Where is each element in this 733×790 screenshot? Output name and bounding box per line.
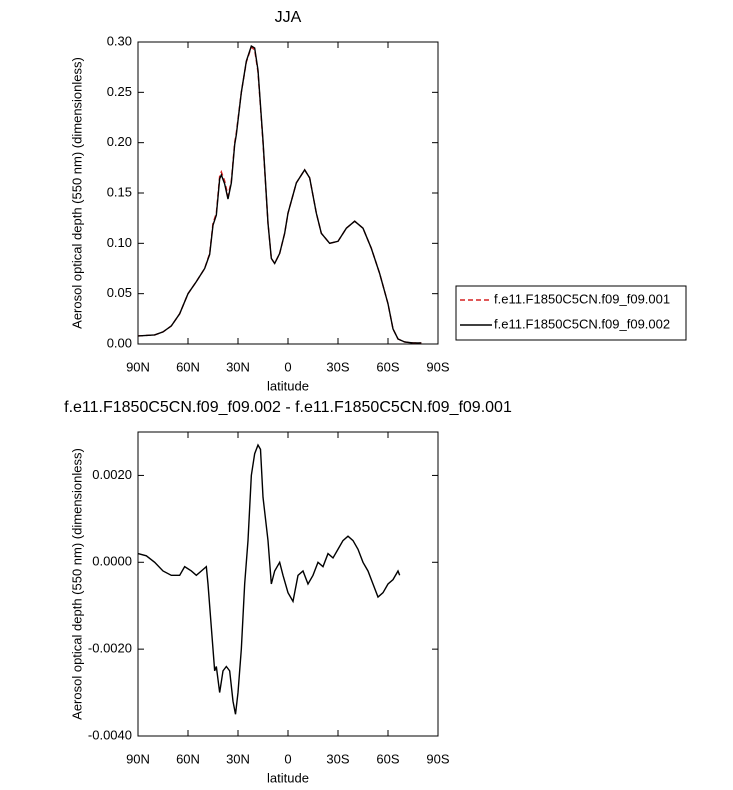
data-line: [137, 45, 422, 344]
x-tick-label: 30N: [226, 359, 250, 374]
plot-frame: [137, 431, 439, 737]
x-tick-label: 30N: [226, 751, 250, 766]
y-tick-label: -0.0040: [88, 727, 132, 742]
y-tick-label: 0.0000: [92, 554, 132, 569]
chart-title: JJA: [275, 9, 302, 26]
data-line: [137, 443, 401, 715]
x-tick-label: 90N: [126, 751, 150, 766]
y-tick-label: -0.0020: [88, 641, 132, 656]
y-tick-label: 0.20: [107, 134, 132, 149]
x-axis-label: latitude: [267, 770, 309, 785]
legend-label: f.e11.F1850C5CN.f09_f09.002: [494, 316, 670, 331]
chart-title: f.e11.F1850C5CN.f09_f09.002 - f.e11.F185…: [64, 399, 512, 416]
x-tick-label: 30S: [326, 751, 349, 766]
legend-box: [455, 285, 687, 341]
y-tick-label: 0.05: [107, 285, 132, 300]
x-tick-label: 0: [284, 751, 291, 766]
x-tick-label: 30S: [326, 359, 349, 374]
plot-frame: [137, 41, 439, 345]
y-tick-label: 0.10: [107, 235, 132, 250]
y-tick-label: 0.30: [107, 33, 132, 48]
y-tick-label: 0.00: [107, 335, 132, 350]
y-tick-label: 0.25: [107, 84, 132, 99]
y-axis-label: Aerosol optical depth (550 nm) (dimensio…: [69, 57, 84, 329]
x-tick-label: 90S: [426, 359, 449, 374]
x-tick-label: 60S: [376, 359, 399, 374]
x-tick-label: 0: [284, 359, 291, 374]
legend-label: f.e11.F1850C5CN.f09_f09.001: [494, 291, 670, 306]
x-tick-label: 60N: [176, 359, 200, 374]
x-axis-label: latitude: [267, 378, 309, 393]
data-line: [137, 44, 422, 344]
y-tick-label: 0.0020: [92, 467, 132, 482]
y-axis-label: Aerosol optical depth (550 nm) (dimensio…: [69, 448, 84, 720]
x-tick-label: 60S: [376, 751, 399, 766]
x-tick-label: 90N: [126, 359, 150, 374]
y-tick-label: 0.15: [107, 184, 132, 199]
x-tick-label: 90S: [426, 751, 449, 766]
x-tick-label: 60N: [176, 751, 200, 766]
